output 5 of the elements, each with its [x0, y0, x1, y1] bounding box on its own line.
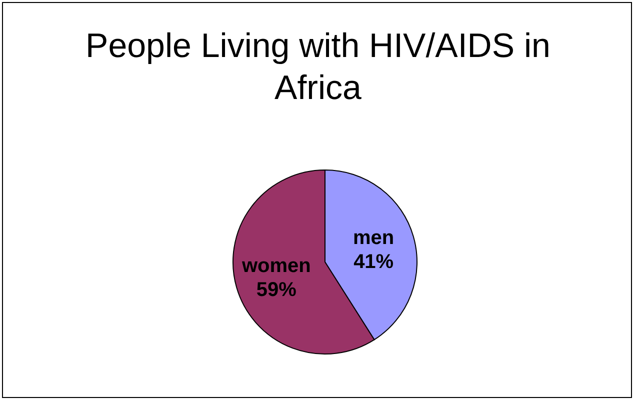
data-label: 59%	[256, 279, 297, 302]
chart-title: People Living with HIV/AIDS in Africa	[84, 26, 552, 109]
data-label: 41%	[354, 250, 394, 273]
slice-label: men	[353, 226, 394, 249]
slice-label: women	[240, 255, 311, 278]
